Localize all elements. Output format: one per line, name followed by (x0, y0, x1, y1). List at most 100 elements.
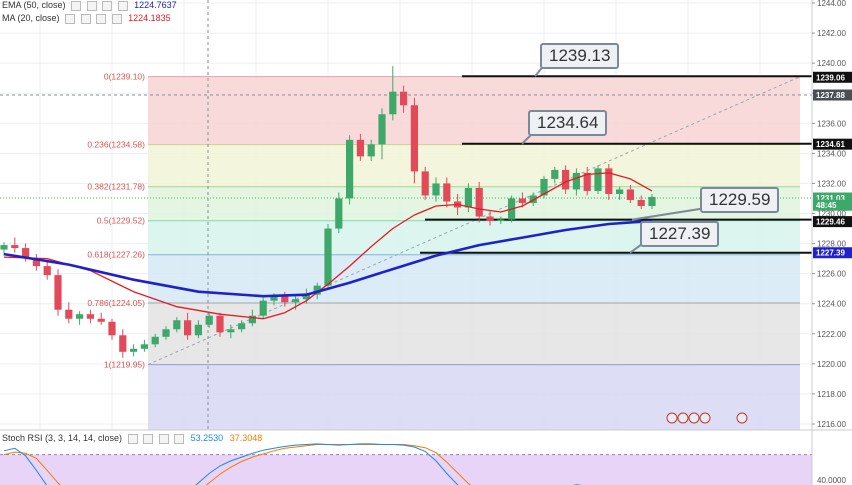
candle-body (86, 314, 94, 319)
price-tag (813, 247, 852, 259)
candle-body (626, 189, 634, 200)
candle-body (151, 336, 159, 345)
more-icon[interactable] (117, 0, 128, 11)
price-tag (813, 199, 852, 211)
candle-body (410, 105, 418, 172)
more-icon[interactable] (174, 433, 185, 444)
price-tick-label: 1220.00 (817, 360, 846, 369)
price-tick-label: 1234.00 (817, 149, 846, 158)
candle-body (572, 172, 580, 190)
candle-body (313, 285, 321, 295)
price-tag (813, 216, 852, 228)
eye-icon[interactable] (127, 433, 138, 444)
candle-body (583, 172, 591, 191)
candle-body (184, 320, 192, 336)
price-tick-label: 1224.00 (817, 300, 846, 309)
candle-body (162, 329, 170, 337)
eye-icon[interactable] (71, 0, 82, 11)
price-tick-label: 1226.00 (817, 270, 846, 279)
close-icon[interactable] (158, 433, 169, 444)
settings-icon[interactable] (86, 0, 97, 11)
price-tag (813, 192, 852, 204)
legend-ma-value: 1224.1835 (128, 13, 171, 23)
candle-body (248, 315, 256, 324)
candle-body (194, 324, 202, 336)
candle-body (130, 348, 138, 352)
legend-ma: MA (20, close) 1224.1835 (2, 13, 171, 24)
price-tag (813, 71, 852, 83)
settings-icon[interactable] (143, 433, 154, 444)
fib-level-label: 0.786(1224.05) (87, 298, 145, 308)
callout-1229: 1229.59 (700, 187, 780, 213)
callout-1234: 1234.64 (528, 110, 608, 136)
legend-stoch-k: 53.2530 (190, 433, 224, 443)
candle-body (292, 299, 300, 303)
candle-body (324, 228, 332, 286)
candle-body (346, 139, 354, 199)
ema50-line (3, 219, 653, 298)
candle-body (43, 266, 51, 276)
price-tag (813, 89, 852, 101)
price-tag-label: 1231.03 (816, 194, 845, 203)
candle-body (227, 329, 235, 333)
callout-1227: 1227.39 (640, 221, 720, 247)
candle-body (22, 248, 30, 259)
candle-body (648, 196, 656, 206)
candle-body (486, 216, 494, 222)
price-tick-label: 1218.00 (817, 390, 846, 399)
close-icon[interactable] (96, 13, 107, 24)
price-tick-label: 1232.00 (817, 179, 846, 188)
price-tick-label: 1242.00 (817, 29, 846, 38)
candle-body (238, 323, 246, 330)
event-flag-icon (699, 412, 711, 424)
event-flag-icon (666, 412, 678, 424)
price-tag-label: 1229.46 (816, 218, 845, 227)
stoch-rsi-panel: 40.0000 (0, 429, 852, 485)
candle-body (594, 168, 602, 191)
candle-body (616, 189, 624, 194)
candle-body (389, 91, 397, 115)
fib-level-label: 0(1239.10) (104, 72, 145, 82)
candle-body (551, 169, 559, 179)
candle-body (76, 314, 84, 319)
candle-body (367, 144, 375, 157)
eye-icon[interactable] (65, 13, 76, 24)
fib-zone (148, 76, 800, 145)
price-tick-label: 1228.00 (817, 240, 846, 249)
price-tick-label: 1244.00 (817, 0, 846, 8)
candle-body (108, 321, 116, 336)
candle-body (518, 198, 526, 203)
candle-body (529, 195, 537, 203)
price-tick-label: 1216.00 (817, 420, 846, 429)
event-flag-icon (736, 412, 748, 424)
price-tick-label: 1236.00 (817, 119, 846, 128)
callout-pointer (631, 207, 707, 221)
candle-body (54, 275, 62, 310)
legend-stoch: Stoch RSI (3, 3, 14, 14, close) 53.2530 … (2, 433, 262, 444)
stoch-axis-background (812, 431, 852, 485)
event-markers (666, 412, 748, 424)
fib-retracement: 0(1239.10) 0.236(1234.58) 0.382(1231.78) 0.… (87, 72, 801, 430)
price-tick-label: 1230.00 (817, 209, 846, 218)
candle-body (562, 169, 570, 190)
callout-1239: 1239.13 (540, 43, 620, 69)
candle-body (335, 198, 343, 229)
candle-body (119, 335, 127, 352)
legend-stoch-label: Stoch RSI (3, 3, 14, 14, close) (2, 433, 123, 443)
fib-level-label: 0.382(1231.78) (87, 182, 145, 192)
more-icon[interactable] (111, 13, 122, 24)
candle-body (140, 344, 148, 349)
candle-body (378, 114, 386, 145)
candle-body (0, 245, 8, 250)
legend-ema-label: EMA (50, close) (2, 0, 66, 10)
price-tag-label: 1239.06 (816, 73, 845, 82)
stoch-k-line (3, 443, 583, 485)
settings-icon[interactable] (80, 13, 91, 24)
fib-zone (148, 186, 800, 221)
candle-body (216, 315, 224, 333)
price-tick-label: 1240.00 (817, 59, 846, 68)
candle-body (11, 245, 19, 249)
close-icon[interactable] (102, 0, 113, 11)
legend-ema-value: 1224.7637 (134, 0, 177, 10)
